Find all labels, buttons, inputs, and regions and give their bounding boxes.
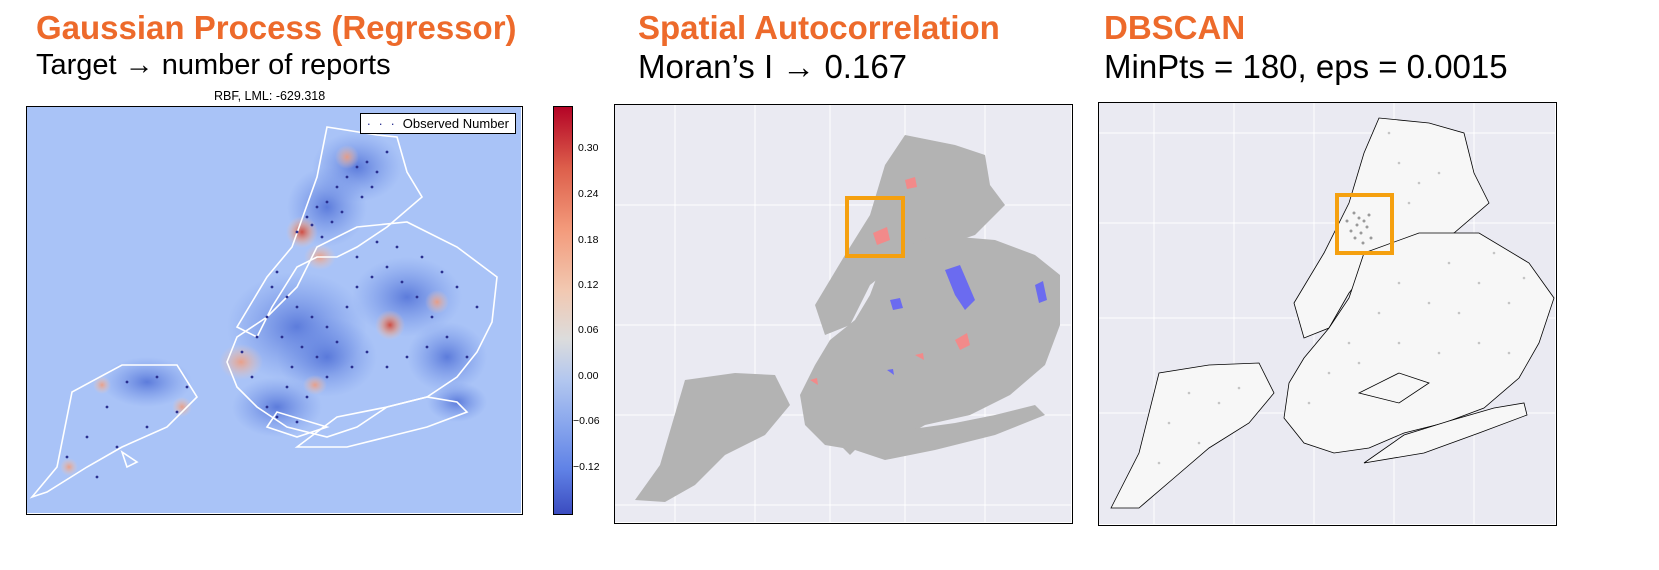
dbscan-title: DBSCAN	[1104, 9, 1246, 46]
colorbar-tick: 0.06	[578, 324, 599, 336]
moran-lisa-map	[614, 104, 1073, 524]
colorbar-tick: 0.30	[578, 142, 599, 154]
dbscan-highlight-box	[1335, 193, 1394, 255]
colorbar-tick: −0.12	[573, 461, 600, 473]
gp-observation-points	[65, 150, 479, 479]
moran-title: Spatial Autocorrelation	[638, 9, 1000, 46]
colorbar-tick: 0.12	[578, 279, 599, 291]
gp-hot-spots	[60, 145, 449, 476]
dbscan-subtitle: MinPts = 180, eps = 0.0015	[1104, 48, 1508, 85]
moran-clusters	[810, 177, 1047, 385]
colorbar-tick: 0.24	[578, 188, 599, 200]
dbscan-cluster-map	[1098, 102, 1557, 526]
gp-legend: · · · Observed Number	[359, 113, 516, 134]
colorbar-tick: −0.06	[573, 415, 600, 427]
gp-borough-outlines	[29, 126, 498, 499]
gp-heatmap-map: · · · Observed Number	[26, 106, 523, 515]
moran-highlight-box	[845, 196, 905, 258]
legend-label: Observed Number	[402, 116, 509, 131]
gp-cold-regions	[102, 132, 487, 437]
gp-title: Gaussian Process (Regressor)	[36, 9, 517, 46]
moran-boroughs	[635, 135, 1060, 502]
moran-subtitle: Moran’s I → 0.167	[638, 48, 908, 85]
gp-subtitle: Target → number of reports	[36, 49, 391, 81]
colorbar	[553, 106, 573, 515]
dbscan-noise-points	[1157, 131, 1526, 465]
gp-plot-title: RBF, LML: -629.318	[214, 89, 326, 103]
dbscan-cluster-points	[1345, 211, 1373, 245]
colorbar-tick: 0.00	[578, 370, 599, 382]
colorbar-tick: 0.18	[578, 234, 599, 246]
legend-dots-icon: · · ·	[366, 116, 397, 131]
